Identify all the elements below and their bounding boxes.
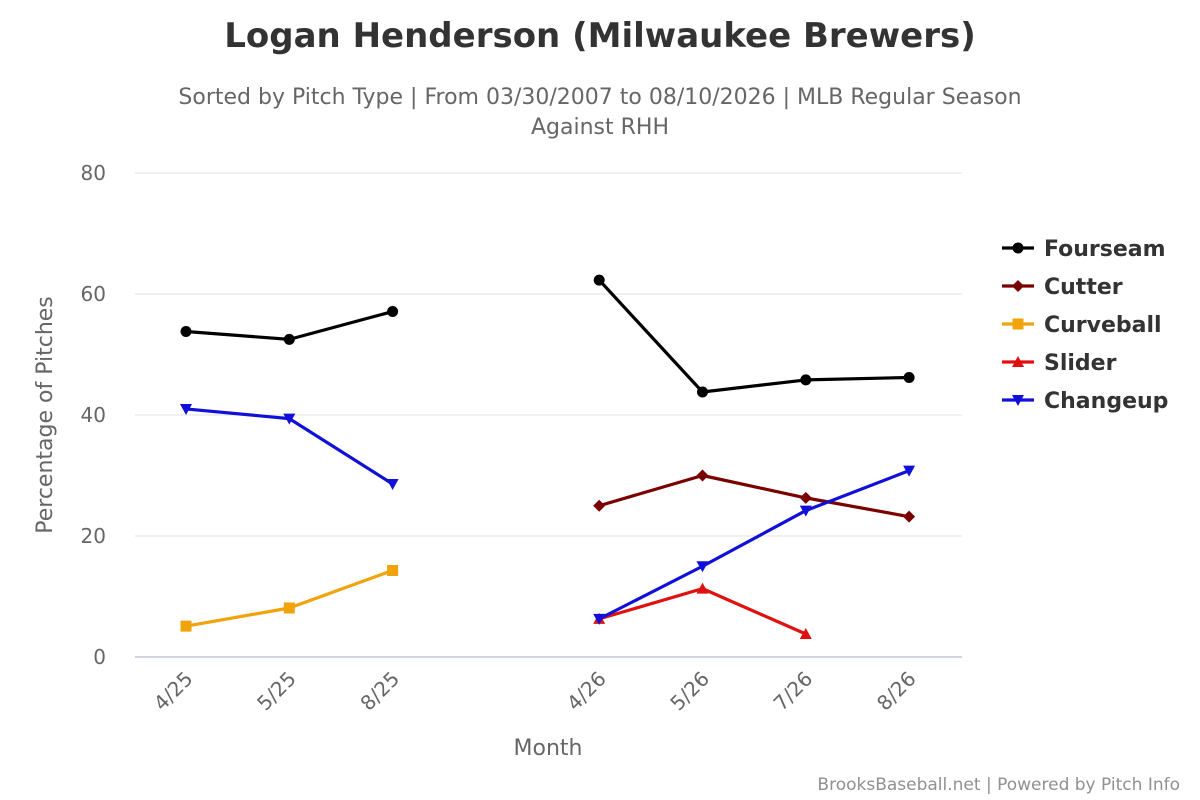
series-line-fourseam [597,278,911,394]
x-tick-label: 5/25 [252,667,301,716]
legend-item-curveball[interactable]: Curveball [1002,313,1162,338]
data-point-cutter [593,499,606,512]
legend-label-curveball: Curveball [1044,313,1162,338]
y-tick-label: 20 [81,524,106,548]
chart-subtitle-line-1: Sorted by Pitch Type | From 03/30/2007 t… [178,85,1021,110]
data-point-changeup [386,478,399,490]
series-line-changeup [597,469,911,621]
series-curveball [180,564,399,632]
data-point-changeup [903,465,916,477]
series [180,274,916,640]
legend-marker-fourseam [1012,242,1024,254]
legend-marker-slider [1012,356,1024,367]
x-tick-label: 7/26 [769,667,818,716]
x-tick-label: 8/26 [872,667,921,716]
data-point-slider [799,628,812,640]
data-point-changeup [799,505,812,517]
chart-subtitle-line-2: Against RHH [531,115,669,140]
data-point-fourseam [387,306,399,318]
x-tick-label: 4/25 [149,667,198,716]
chart-title: Logan Henderson (Milwaukee Brewers) [224,16,976,56]
x-tick-label: 8/25 [355,667,404,716]
legend-label-changeup: Changeup [1044,389,1168,414]
y-tick-label: 80 [81,161,106,185]
data-point-cutter [903,510,916,523]
series-line-slider [597,587,808,636]
x-tick-label: 5/26 [665,667,714,716]
data-point-curveball [180,620,192,632]
data-point-fourseam [593,274,605,286]
data-point-slider [696,582,709,594]
data-point-fourseam [697,386,708,398]
data-point-fourseam [903,371,915,383]
data-point-fourseam [283,333,295,345]
credits-text[interactable]: BrooksBaseball.net | Powered by Pitch In… [817,775,1180,795]
legend-item-fourseam[interactable]: Fourseam [1002,237,1166,262]
series-cutter [593,469,916,523]
series-changeup [180,403,916,625]
legend-label-fourseam: Fourseam [1044,237,1166,262]
y-tick-label: 40 [81,403,106,427]
legend-marker-cutter [1012,280,1024,292]
y-tick-label: 60 [81,282,106,306]
legend-label-slider: Slider [1044,351,1117,376]
series-fourseam [180,274,915,398]
data-point-curveball [283,602,295,614]
y-axis-ticks: 0 20 40 60 80 [81,161,106,669]
series-line-cutter [597,473,911,519]
y-axis-title: Percentage of Pitches [33,296,58,534]
data-point-fourseam [800,374,812,386]
x-tick-label: 4/26 [562,667,611,716]
data-point-changeup [593,613,606,625]
legend-marker-curveball [1012,318,1024,330]
legend-item-slider[interactable]: Slider [1002,351,1117,376]
legend-item-cutter[interactable]: Cutter [1002,275,1123,300]
legend-marker-changeup [1012,395,1024,406]
data-point-cutter [696,469,709,482]
series-slider [593,582,812,640]
grid [135,172,962,658]
legend[interactable]: Fourseam Cutter Curveball Slider Changeup [1002,237,1168,414]
series-line-curveball [184,568,395,628]
data-point-fourseam [180,326,192,338]
data-point-changeup [180,403,192,415]
legend-item-changeup[interactable]: Changeup [1002,389,1168,414]
data-point-cutter [799,491,812,504]
x-axis-title: Month [514,736,583,761]
legend-label-cutter: Cutter [1044,275,1123,300]
data-point-changeup [696,561,709,573]
x-axis-ticks: 4/25 5/25 8/25 4/26 5/26 7/26 8/26 [149,667,921,716]
data-point-changeup [283,413,296,425]
y-tick-label: 0 [93,645,106,669]
data-point-curveball [387,564,399,576]
